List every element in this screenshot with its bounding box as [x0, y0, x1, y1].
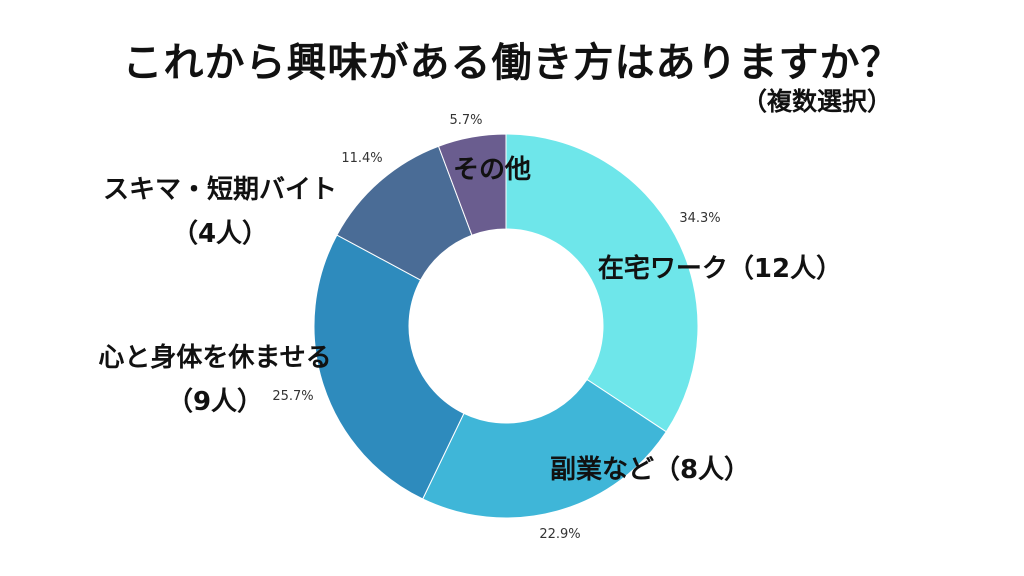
donut-slice [505, 133, 699, 433]
category-label: （9人） [167, 387, 263, 417]
donut-slice [313, 234, 465, 500]
donut-slice [437, 133, 507, 236]
percent-label: 34.3% [679, 211, 720, 226]
category-label: （4人） [172, 219, 268, 249]
percent-label: 25.7% [272, 389, 313, 404]
percent-label: 22.9% [539, 527, 580, 542]
percent-label: 5.7% [449, 113, 482, 128]
category-label: 心と身体を休ませる [98, 342, 331, 373]
percent-label: 11.4% [341, 151, 382, 166]
chart-subtitle: （複数選択） [741, 87, 892, 116]
chart-title: これから興味がある働き方はありますか？ [122, 40, 902, 86]
category-label: 副業など（8人） [550, 455, 750, 485]
category-label: その他 [453, 155, 531, 185]
donut-slice [422, 378, 667, 519]
category-label: スキマ・短期バイト [103, 175, 337, 205]
category-label: 在宅ワーク（12人） [598, 253, 842, 284]
